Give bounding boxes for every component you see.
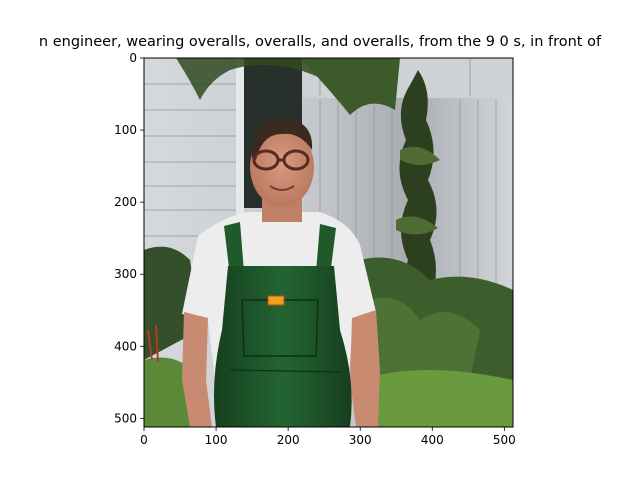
- figure-title: n engineer, wearing overalls, overalls, …: [0, 34, 640, 56]
- y-tick-label: 200: [114, 195, 137, 209]
- x-tick-label: 400: [421, 433, 444, 447]
- y-tick-label: 300: [114, 267, 137, 281]
- axes-frame: [143, 57, 514, 428]
- y-tick-label: 500: [114, 411, 137, 425]
- x-tick-label: 300: [349, 433, 372, 447]
- y-tick-label: 400: [114, 339, 137, 353]
- y-tick-label: 100: [114, 123, 137, 137]
- x-axis: 0 100 200 300 400 500: [140, 427, 516, 447]
- y-axis: 0 100 200 300 400 500: [114, 51, 144, 425]
- x-tick-label: 100: [205, 433, 228, 447]
- y-tick-label: 0: [129, 51, 137, 65]
- figure-title-text: n engineer, wearing overalls, overalls, …: [38, 34, 602, 50]
- x-tick-label: 500: [493, 433, 516, 447]
- photo-image: [144, 58, 513, 427]
- x-tick-label: 200: [277, 433, 300, 447]
- x-tick-label: 0: [140, 433, 148, 447]
